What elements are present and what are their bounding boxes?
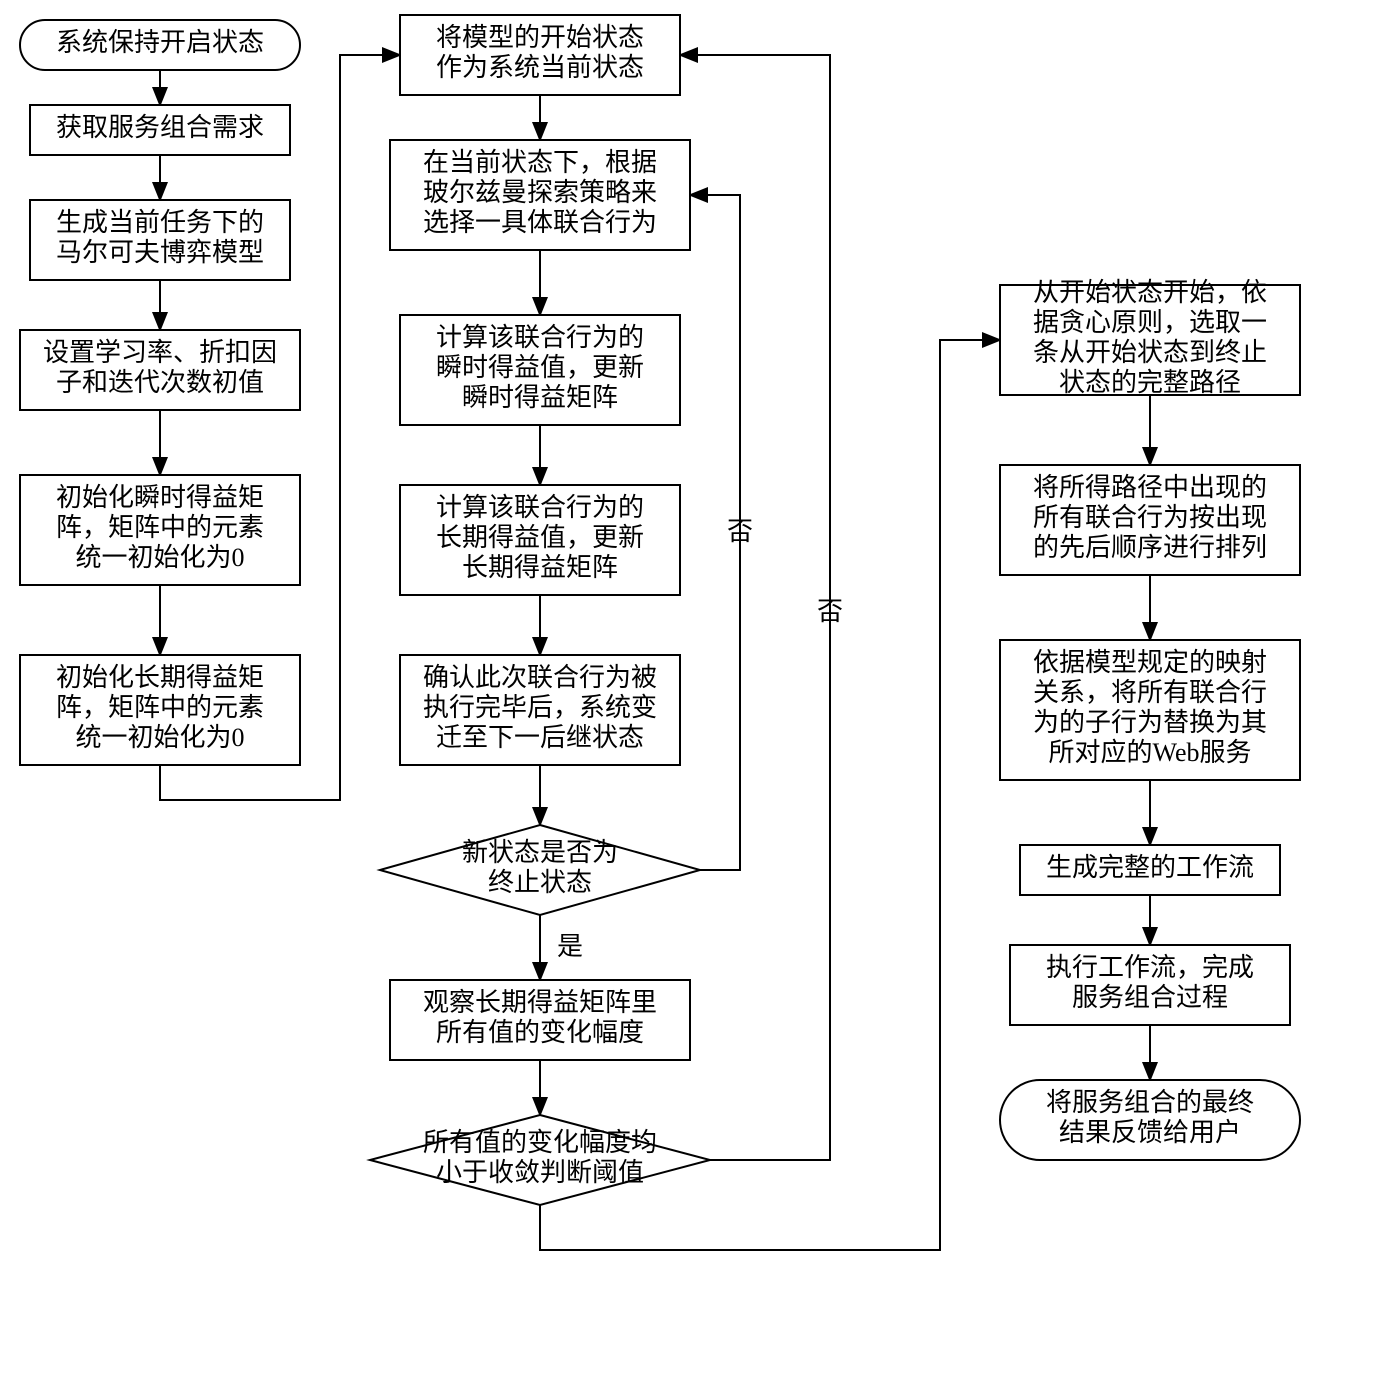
node-n15-line-0: 依据模型规定的映射 bbox=[1033, 648, 1267, 677]
node-n12-line-0: 观察长期得益矩阵里 bbox=[423, 988, 657, 1017]
node-n11-line-1: 执行完毕后，系统变 bbox=[423, 693, 657, 722]
node-n5-line-1: 阵，矩阵中的元素 bbox=[56, 513, 264, 542]
node-n14-line-1: 所有联合行为按出现 bbox=[1033, 503, 1267, 532]
node-n15: 依据模型规定的映射关系，将所有联合行为的子行为替换为其所对应的Web服务 bbox=[1000, 640, 1300, 780]
node-n16-line-0: 生成完整的工作流 bbox=[1046, 853, 1254, 882]
edge bbox=[680, 55, 830, 1160]
node-n5-line-0: 初始化瞬时得益矩 bbox=[56, 483, 264, 512]
node-n6: 初始化长期得益矩阵，矩阵中的元素统一初始化为0 bbox=[20, 655, 300, 765]
node-d2-line-0: 所有值的变化幅度均 bbox=[423, 1128, 657, 1157]
node-n14-line-0: 将所得路径中出现的 bbox=[1033, 473, 1267, 502]
node-n15-line-1: 关系，将所有联合行 bbox=[1033, 678, 1267, 707]
node-n3: 生成当前任务下的马尔可夫博弈模型 bbox=[30, 200, 290, 280]
node-n9-line-2: 瞬时得益矩阵 bbox=[462, 383, 618, 412]
node-n15-line-2: 为的子行为替换为其 bbox=[1033, 708, 1267, 737]
node-n7-line-1: 作为系统当前状态 bbox=[436, 53, 644, 82]
node-n13-line-2: 条从开始状态到终止 bbox=[1033, 338, 1267, 367]
node-d2-line-1: 小于收敛判断阈值 bbox=[436, 1158, 644, 1187]
node-n18-line-0: 将服务组合的最终 bbox=[1046, 1088, 1254, 1117]
node-d1-line-0: 新状态是否为 bbox=[462, 838, 618, 867]
node-n17: 执行工作流，完成服务组合过程 bbox=[1010, 945, 1290, 1025]
node-n13-line-1: 据贪心原则，选取一 bbox=[1033, 308, 1267, 337]
node-n10-line-0: 计算该联合行为的 bbox=[436, 493, 644, 522]
node-n8-line-1: 玻尔兹曼探索策略来 bbox=[423, 178, 657, 207]
node-n7-line-0: 将模型的开始状态 bbox=[436, 23, 644, 52]
node-n11-line-0: 确认此次联合行为被 bbox=[423, 663, 657, 692]
node-d2: 所有值的变化幅度均小于收敛判断阈值 bbox=[370, 1115, 710, 1205]
node-n4-line-0: 设置学习率、折扣因 bbox=[43, 338, 277, 367]
node-n6-line-0: 初始化长期得益矩 bbox=[56, 663, 264, 692]
node-n2-line-0: 获取服务组合需求 bbox=[56, 113, 264, 142]
edge-label: 是 bbox=[557, 932, 583, 961]
edge bbox=[540, 340, 1000, 1250]
node-n1-line-0: 系统保持开启状态 bbox=[56, 28, 264, 57]
node-n15-line-3: 所对应的Web服务 bbox=[1049, 738, 1252, 767]
edge-label: 否 bbox=[817, 597, 843, 626]
node-n2: 获取服务组合需求 bbox=[30, 105, 290, 155]
node-n14: 将所得路径中出现的所有联合行为按出现的先后顺序进行排列 bbox=[1000, 465, 1300, 575]
node-n18-line-1: 结果反馈给用户 bbox=[1059, 1118, 1241, 1147]
node-n11: 确认此次联合行为被执行完毕后，系统变迁至下一后继状态 bbox=[400, 655, 680, 765]
node-d1-line-1: 终止状态 bbox=[488, 868, 592, 897]
node-n4-line-1: 子和迭代次数初值 bbox=[56, 368, 264, 397]
node-n3-line-0: 生成当前任务下的 bbox=[56, 208, 264, 237]
node-n10: 计算该联合行为的长期得益值，更新长期得益矩阵 bbox=[400, 485, 680, 595]
node-n6-line-1: 阵，矩阵中的元素 bbox=[56, 693, 264, 722]
node-n12: 观察长期得益矩阵里所有值的变化幅度 bbox=[390, 980, 690, 1060]
node-n8-line-2: 选择一具体联合行为 bbox=[423, 208, 657, 237]
node-n9: 计算该联合行为的瞬时得益值，更新瞬时得益矩阵 bbox=[400, 315, 680, 425]
node-n9-line-1: 瞬时得益值，更新 bbox=[436, 353, 644, 382]
node-n16: 生成完整的工作流 bbox=[1020, 845, 1280, 895]
node-n5: 初始化瞬时得益矩阵，矩阵中的元素统一初始化为0 bbox=[20, 475, 300, 585]
node-n4: 设置学习率、折扣因子和迭代次数初值 bbox=[20, 330, 300, 410]
node-n5-line-2: 统一初始化为0 bbox=[75, 543, 244, 572]
flowchart: 否是否系统保持开启状态获取服务组合需求生成当前任务下的马尔可夫博弈模型设置学习率… bbox=[0, 0, 1376, 1376]
node-n13-line-3: 状态的完整路径 bbox=[1059, 368, 1241, 397]
node-n18: 将服务组合的最终结果反馈给用户 bbox=[1000, 1080, 1300, 1160]
node-d1: 新状态是否为终止状态 bbox=[380, 825, 700, 915]
node-n13: 从开始状态开始，依据贪心原则，选取一条从开始状态到终止状态的完整路径 bbox=[1000, 278, 1300, 397]
node-n14-line-2: 的先后顺序进行排列 bbox=[1033, 533, 1267, 562]
node-n6-line-2: 统一初始化为0 bbox=[75, 723, 244, 752]
node-n11-line-2: 迁至下一后继状态 bbox=[436, 723, 644, 752]
node-n10-line-2: 长期得益矩阵 bbox=[462, 553, 618, 582]
node-n13-line-0: 从开始状态开始，依 bbox=[1033, 278, 1267, 307]
node-n9-line-0: 计算该联合行为的 bbox=[436, 323, 644, 352]
node-n7: 将模型的开始状态作为系统当前状态 bbox=[400, 15, 680, 95]
node-n17-line-1: 服务组合过程 bbox=[1072, 983, 1228, 1012]
node-n1: 系统保持开启状态 bbox=[20, 20, 300, 70]
node-n3-line-1: 马尔可夫博弈模型 bbox=[56, 238, 264, 267]
edge-label: 否 bbox=[727, 517, 753, 546]
node-n10-line-1: 长期得益值，更新 bbox=[436, 523, 644, 552]
node-n8-line-0: 在当前状态下，根据 bbox=[423, 148, 657, 177]
node-n12-line-1: 所有值的变化幅度 bbox=[436, 1018, 644, 1047]
node-n8: 在当前状态下，根据玻尔兹曼探索策略来选择一具体联合行为 bbox=[390, 140, 690, 250]
node-n17-line-0: 执行工作流，完成 bbox=[1046, 953, 1254, 982]
